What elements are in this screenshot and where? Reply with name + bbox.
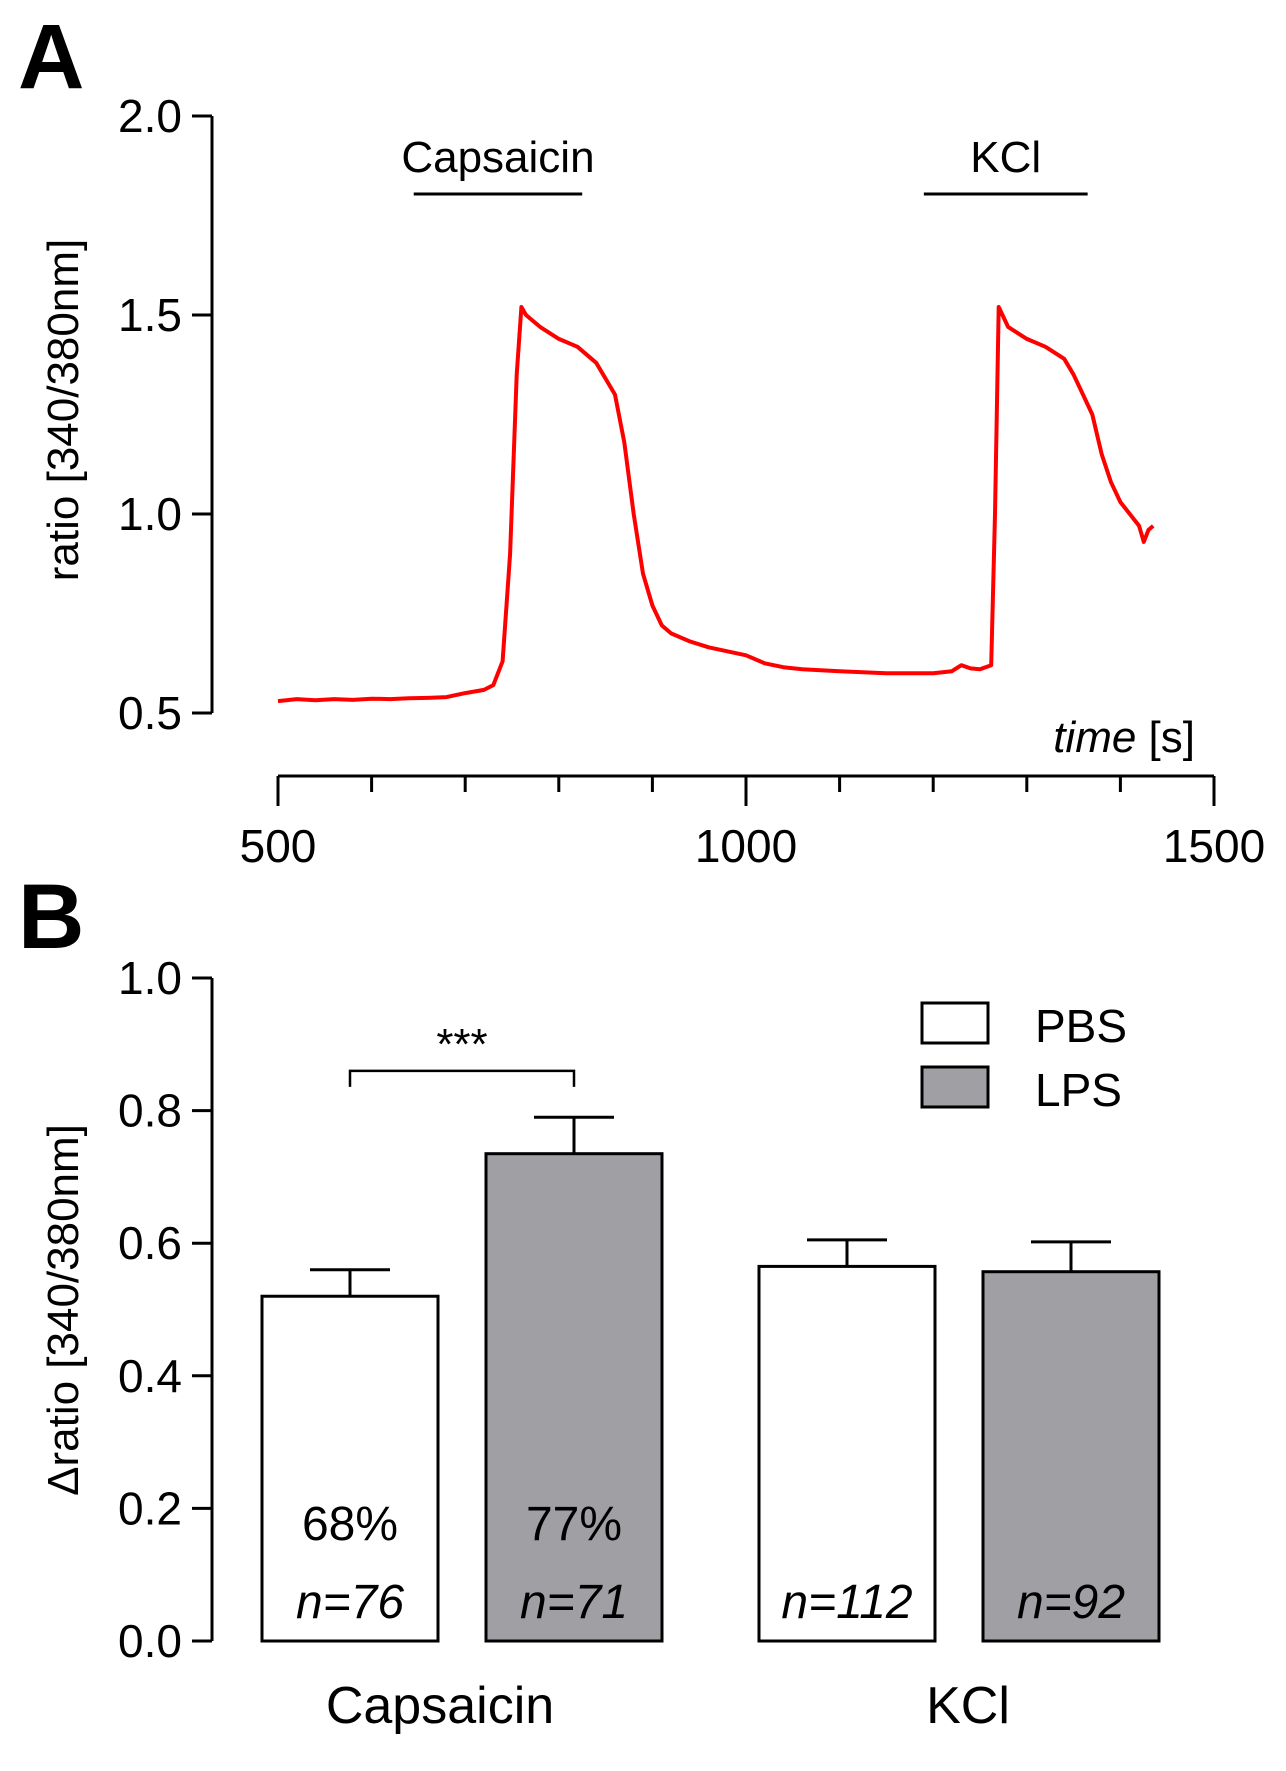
category-label-kcl: KCl (926, 1677, 1010, 1735)
legend-label-pbs: PBS (1035, 1000, 1127, 1052)
a-y-tick-label: 2.0 (118, 90, 182, 142)
b-y-tick-label: 0.4 (118, 1350, 182, 1402)
b-y-tick-label: 0.0 (118, 1615, 182, 1667)
a-y-tick-label: 1.5 (118, 289, 182, 341)
a-x-ticks: 500 1000 1500 (240, 776, 1265, 872)
n-label-capsaicin-lps: n=71 (520, 1576, 628, 1629)
bar-kcl-pbs (757, 1264, 937, 1643)
panel-b-label: B (18, 866, 84, 968)
b-y-tick-label: 1.0 (118, 952, 182, 1004)
panel-a: A 0.5 1.0 1.5 2.0 ratio [340/380nm] 500 1000… (18, 6, 1265, 872)
legend-label-lps: LPS (1035, 1064, 1122, 1116)
a-x-tick-label: 500 (240, 820, 317, 872)
legend-swatch-lps (920, 1065, 990, 1109)
b-y-ticks: 0.0 0.2 0.4 0.6 0.8 1.0 (118, 952, 212, 1667)
b-y-tick-label: 0.8 (118, 1085, 182, 1137)
b-y-axis-title: Δratio [340/380nm] (39, 1124, 88, 1496)
a-stimulus-annotations: Capsaicin KCl (401, 133, 1088, 196)
b-y-tick-label: 0.6 (118, 1217, 182, 1269)
significance-bracket: *** (348, 1020, 576, 1087)
significance-bracket-line (348, 1069, 576, 1087)
category-label-capsaicin: Capsaicin (326, 1677, 554, 1735)
legend-swatch-pbs (920, 1001, 990, 1045)
calcium-ratio-trace (277, 305, 1155, 704)
legend: PBS LPS (920, 1000, 1127, 1116)
capsaicin-annotation: Capsaicin (401, 133, 594, 182)
significance-stars: *** (436, 1020, 487, 1069)
bar-kcl-lps (981, 1270, 1161, 1643)
a-x-tick-label: 1500 (1163, 820, 1265, 872)
n-label-kcl-pbs: n=112 (781, 1576, 912, 1629)
panel-b: B 0.00.20.40.60.81.0 Δratio [340/380nm] … (18, 866, 1161, 1735)
a-y-axis-title: ratio [340/380nm] (39, 239, 88, 581)
b-y-tick-label: 0.2 (118, 1482, 182, 1534)
panel-a-label: A (18, 6, 84, 108)
b-bars: 68% n=76 77% n=71 n=112 n=92 (260, 1115, 1161, 1643)
a-y-tick-label: 1.0 (118, 488, 182, 540)
a-x-tick-label: 1000 (695, 820, 797, 872)
a-x-axis-title: time [s] (1053, 713, 1195, 762)
percent-label-capsaicin-pbs: 68% (302, 1498, 398, 1551)
a-x-title-unit: [s] (1149, 713, 1195, 762)
n-label-capsaicin-pbs: n=76 (296, 1576, 404, 1629)
percent-label-capsaicin-lps: 77% (526, 1498, 622, 1551)
a-x-title-italic: time (1053, 713, 1136, 762)
n-label-kcl-lps: n=92 (1017, 1576, 1125, 1629)
kcl-annotation: KCl (970, 133, 1041, 182)
a-y-ticks: 0.5 1.0 1.5 2.0 (118, 90, 212, 739)
a-y-tick-label: 0.5 (118, 687, 182, 739)
bar-capsaicin-lps (484, 1152, 664, 1643)
bar-capsaicin-pbs (260, 1294, 440, 1643)
